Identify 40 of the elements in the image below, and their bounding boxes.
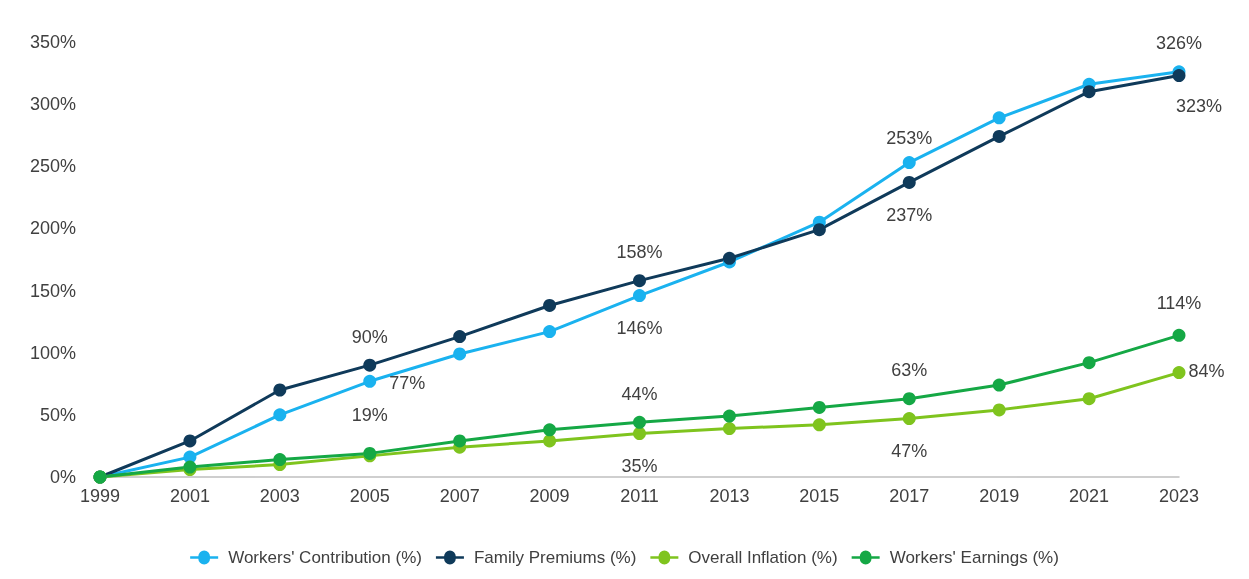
y-tick-label: 300% bbox=[29, 94, 76, 115]
y-tick-label: 50% bbox=[39, 404, 76, 425]
x-tick-label: 2001 bbox=[169, 486, 210, 506]
x-tick-label: 2017 bbox=[889, 486, 930, 506]
x-tick-label: 2023 bbox=[1158, 486, 1200, 506]
x-tick-label: 2021 bbox=[1069, 486, 1110, 506]
x-tick-label: 2005 bbox=[349, 486, 390, 506]
data-label: 90% bbox=[351, 326, 388, 347]
y-tick-label: 200% bbox=[29, 218, 76, 239]
data-label: 253% bbox=[886, 128, 933, 149]
legend-label: Overall Inflation (%) bbox=[688, 548, 838, 567]
x-tick-label: 2007 bbox=[439, 486, 480, 506]
x-tick-label: 1999 bbox=[79, 486, 121, 506]
data-label: 47% bbox=[891, 441, 928, 462]
data-label: 19% bbox=[351, 404, 388, 425]
data-label: 84% bbox=[1188, 360, 1225, 381]
x-tick-label: 2011 bbox=[620, 486, 659, 506]
legend-label: Workers' Contribution (%) bbox=[228, 548, 422, 567]
data-label: 44% bbox=[621, 383, 658, 404]
data-label: 323% bbox=[1175, 96, 1223, 117]
y-tick-label: 350% bbox=[29, 32, 76, 52]
x-tick-label: 2015 bbox=[799, 486, 840, 506]
y-tick-label: 250% bbox=[29, 156, 76, 177]
data-label: 114% bbox=[1156, 292, 1202, 313]
data-label: 35% bbox=[621, 456, 658, 476]
data-label: 237% bbox=[886, 204, 933, 225]
x-tick-label: 2019 bbox=[979, 486, 1020, 506]
data-label: 158% bbox=[616, 242, 663, 263]
y-tick-label: 150% bbox=[29, 280, 76, 301]
y-tick-label: 100% bbox=[29, 342, 76, 363]
legend-label: Workers' Earnings (%) bbox=[889, 548, 1059, 567]
x-tick-label: 2013 bbox=[709, 486, 750, 506]
data-label: 63% bbox=[891, 360, 928, 381]
data-label: 146% bbox=[616, 318, 663, 339]
y-tick-label: 0% bbox=[49, 467, 76, 487]
data-label: 77% bbox=[389, 373, 426, 394]
data-label: 326% bbox=[1155, 33, 1203, 54]
legend-label: Family Premiums (%) bbox=[473, 548, 637, 567]
x-tick-label: 2003 bbox=[259, 486, 300, 506]
x-tick-label: 2009 bbox=[529, 486, 570, 506]
